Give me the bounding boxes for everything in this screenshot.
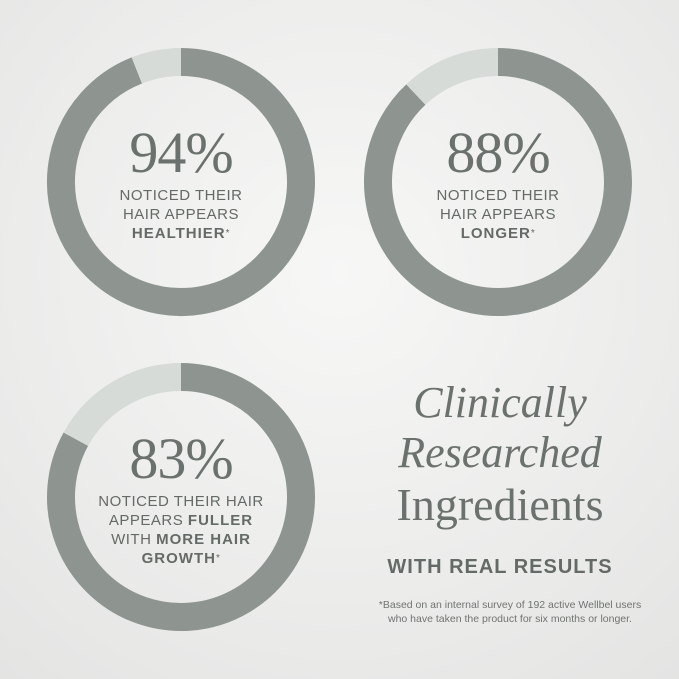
caption: NOTICED THEIR HAIR APPEARS HEALTHIER*	[81, 186, 281, 243]
donut-remaining-arc	[63, 363, 182, 447]
caption-line: APPEARS	[108, 512, 188, 529]
headline-line: Researched	[398, 428, 602, 477]
caption-line: WITH	[111, 531, 157, 548]
donut-remaining-arc	[406, 48, 499, 106]
headline-line: Clinically	[413, 378, 587, 427]
caption-line: NOTICED THEIR	[436, 187, 560, 204]
asterisk: *	[225, 228, 231, 239]
caption-bold: LONGER	[460, 225, 531, 242]
percent-label: 83%	[129, 426, 233, 491]
caption-bold: FULLER	[187, 512, 254, 529]
asterisk: *	[530, 228, 536, 239]
caption-bold: MORE HAIR	[156, 531, 251, 548]
caption-line: HAIR APPEARS	[122, 206, 240, 223]
donut-remaining-arc	[131, 48, 182, 84]
footnote-line: who have taken the product for six month…	[388, 613, 632, 625]
stat-longer: 88% NOTICED THEIR HAIR APPEARS LONGER*	[398, 124, 598, 243]
donut-filled-arc	[47, 48, 315, 316]
donut-filled-arc	[47, 363, 315, 631]
caption: NOTICED THEIR HAIR APPEARS FULLER WITH M…	[81, 492, 281, 568]
headline: Clinically Researched Ingredients	[360, 378, 640, 532]
donut-filled-arc	[364, 48, 632, 316]
headline-line: Ingredients	[396, 479, 604, 530]
footnote: *Based on an internal survey of 192 acti…	[355, 598, 665, 626]
asterisk: *	[215, 553, 221, 564]
headline-subtitle: WITH REAL RESULTS	[387, 556, 613, 578]
percent-label: 88%	[446, 120, 550, 185]
caption-line: NOTICED THEIR HAIR	[98, 493, 264, 510]
caption-line: NOTICED THEIR	[119, 187, 243, 204]
footnote-line: *Based on an internal survey of 192 acti…	[378, 599, 642, 611]
caption-bold: HEALTHIER	[131, 225, 226, 242]
stat-healthier: 94% NOTICED THEIR HAIR APPEARS HEALTHIER…	[81, 124, 281, 243]
caption: NOTICED THEIR HAIR APPEARS LONGER*	[398, 186, 598, 243]
stat-fuller: 83% NOTICED THEIR HAIR APPEARS FULLER WI…	[81, 430, 281, 568]
caption-line: HAIR APPEARS	[439, 206, 557, 223]
caption-bold: GROWTH	[141, 550, 216, 567]
percent-label: 94%	[129, 120, 233, 185]
